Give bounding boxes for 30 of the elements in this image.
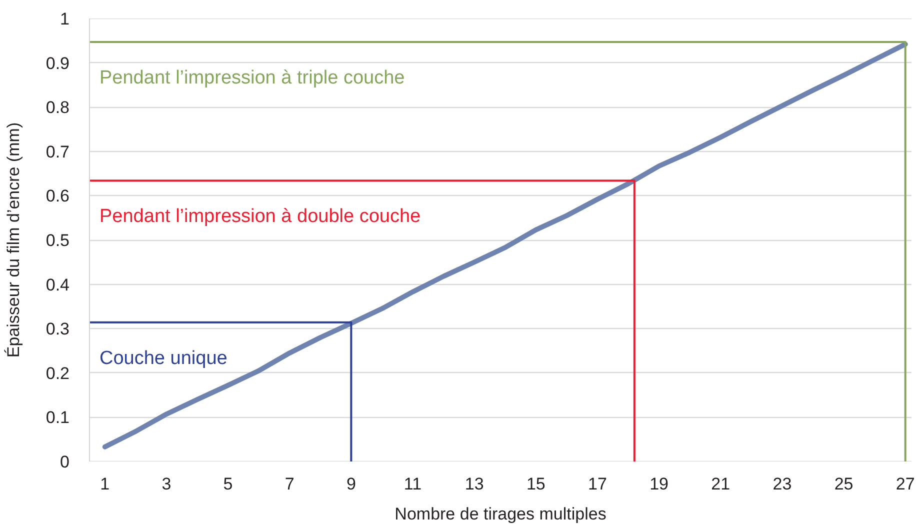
y-tick-label: 0.9 — [46, 54, 70, 73]
y-tick-label: 0.8 — [46, 98, 70, 118]
x-tick-label: 27 — [896, 474, 915, 494]
y-tick-label: 0.5 — [46, 231, 70, 250]
x-tick-label: 11 — [404, 474, 422, 494]
y-tick-label: 0 — [60, 452, 70, 472]
x-tick-label: 13 — [464, 474, 484, 494]
x-tick-label: 25 — [834, 474, 854, 494]
x-tick-label: 7 — [284, 474, 294, 494]
y-tick-label: 0.1 — [46, 408, 70, 428]
series-label: Couche unique — [100, 348, 228, 369]
x-tick-label: 21 — [711, 474, 730, 494]
x-tick-label: 5 — [223, 474, 233, 494]
x-tick-label: 3 — [162, 474, 172, 494]
x-tick-label: 17 — [588, 474, 607, 494]
x-tick-label: 23 — [772, 474, 792, 494]
x-tick-label: 9 — [346, 474, 356, 494]
y-tick-label: 0.4 — [46, 275, 70, 294]
y-tick-label: 0.6 — [46, 186, 70, 206]
series-label: Pendant l’impression à double couche — [100, 206, 421, 228]
y-tick-label: 1 — [60, 10, 70, 28]
series-label: Pendant l’impression à triple couche — [100, 67, 405, 88]
y-tick-label: 0.7 — [46, 142, 70, 162]
y-axis-title: Épaisseur du film d’encre (mm) — [4, 122, 23, 358]
y-tick-label: 0.2 — [46, 364, 70, 383]
x-axis-title: Nombre de tirages multiples — [394, 504, 606, 524]
x-tick-label: 19 — [650, 474, 669, 494]
x-tick-label: 15 — [526, 474, 546, 494]
x-tick-label: 1 — [100, 474, 110, 494]
y-tick-label: 0.3 — [46, 320, 70, 339]
